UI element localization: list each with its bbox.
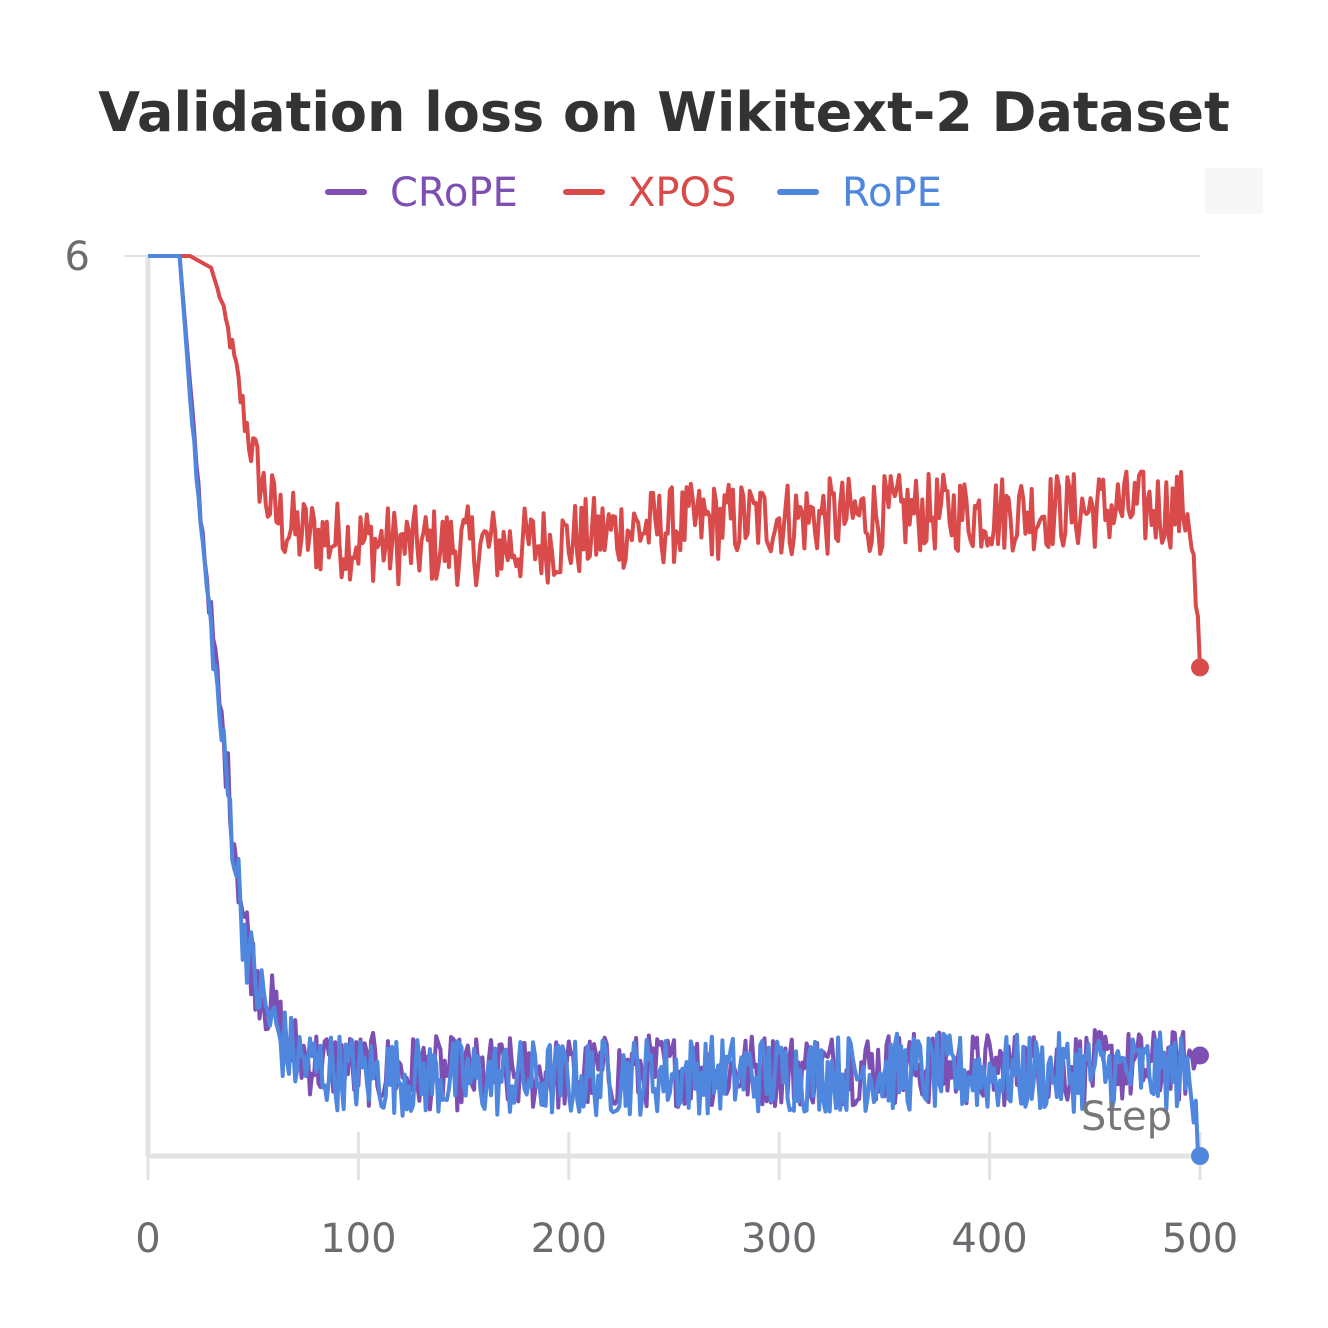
x-tick-label: 400 <box>951 1216 1027 1262</box>
x-tick-label: 0 <box>135 1216 160 1262</box>
legend-overflow-box <box>1205 168 1263 214</box>
x-axis-label: Step <box>1081 1094 1172 1140</box>
series-endpoint-rope <box>1191 1147 1209 1165</box>
tick-labels: 6 0 100 200 300 400 500 <box>65 234 1239 1262</box>
chart-title: Validation loss on Wikitext-2 Dataset <box>98 81 1230 144</box>
x-tick-label: 500 <box>1162 1216 1238 1262</box>
x-tick-label: 200 <box>531 1216 607 1262</box>
y-tick-label: 6 <box>65 234 90 280</box>
series-layer <box>148 254 1209 1165</box>
series-line-crope <box>148 254 1201 1113</box>
legend-label-xpos: XPOS <box>628 170 736 216</box>
series-endpoint-xpos <box>1191 658 1209 677</box>
x-tick-label: 300 <box>741 1216 817 1262</box>
legend: CRoPE XPOS RoPE <box>325 170 942 216</box>
legend-label-crope: CRoPE <box>390 170 518 216</box>
series-line-rope <box>148 254 1202 1158</box>
x-tick-label: 100 <box>320 1216 396 1262</box>
series-endpoint-crope <box>1191 1046 1209 1065</box>
legend-label-rope: RoPE <box>842 170 942 216</box>
series-line-xpos <box>148 254 1202 668</box>
axes <box>145 256 1202 1180</box>
